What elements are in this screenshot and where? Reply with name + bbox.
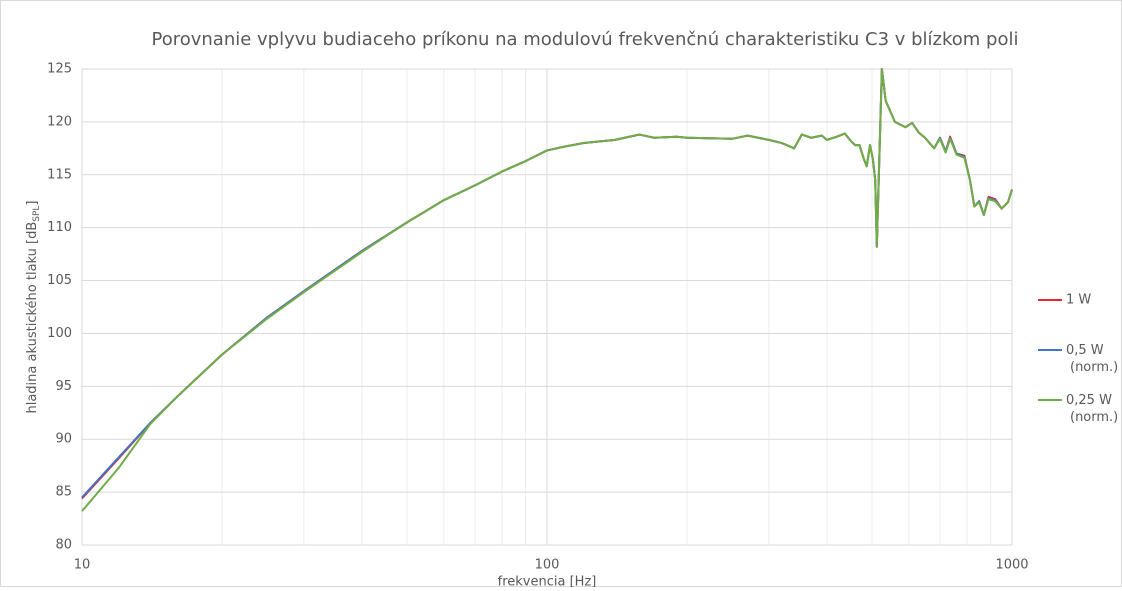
y-tick-label: 95 [55,379,72,394]
y-tick-label: 90 [55,432,72,447]
x-axis-label: frekvencia [Hz] [498,575,597,588]
legend-label: 0,5 W (norm.) [1066,343,1118,375]
y-axis-label: hladina akustického tlaku [dBSPL] [25,200,42,413]
y-axis-label-part: hladina akustického tlaku [dB [25,222,40,414]
y-tick-label: 120 [47,114,72,129]
legend-label-line: 0,5 W [1066,343,1104,358]
y-tick-label: 110 [47,220,72,235]
chart-title: Porovnanie vplyvu budiaceho príkonu na m… [151,29,1018,50]
y-tick-label: 105 [47,273,72,288]
legend-label: 0,25 W (norm.) [1066,393,1118,425]
y-tick-label: 115 [47,167,72,182]
y-tick-label: 80 [55,538,72,553]
y-axis-label-part: ] [25,200,40,205]
legend-label-line: (norm.) [1070,410,1118,425]
legend-label-line: 0,25 W [1066,393,1112,408]
legend-label-line: (norm.) [1070,360,1118,375]
y-axis-label-sub: SPL [32,206,42,222]
x-tick-label: 100 [535,558,560,573]
x-tick-label: 1000 [995,558,1028,573]
y-tick-label: 85 [55,485,72,500]
series-line [81,68,1013,512]
y-tick-label: 100 [47,326,72,341]
x-tick-label: 10 [74,558,91,573]
y-tick-label: 125 [47,62,72,77]
legend-label: 1 W [1066,293,1091,308]
